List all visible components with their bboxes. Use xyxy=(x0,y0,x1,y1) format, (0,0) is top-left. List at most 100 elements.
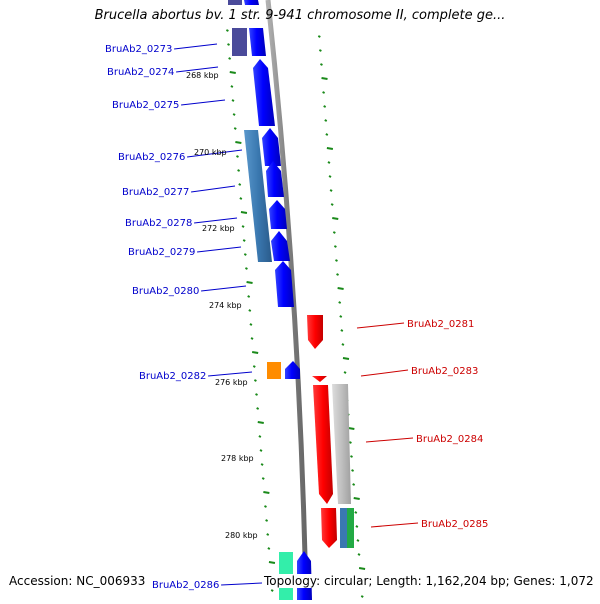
leader-line xyxy=(208,371,253,377)
tick-mark xyxy=(266,533,270,536)
tick-mark xyxy=(267,547,271,550)
tick-mark xyxy=(239,197,243,200)
leader-lines xyxy=(174,43,419,586)
gene-label-bruab2_0280[interactable]: BruAb2_0280 xyxy=(132,286,199,297)
gene-label-bruab2_0282[interactable]: BruAb2_0282 xyxy=(139,371,206,382)
feature-0285-steel xyxy=(340,508,347,548)
leader-line xyxy=(176,66,219,73)
tick-mark xyxy=(265,519,269,522)
gene-label-bruab2_0284[interactable]: BruAb2_0284 xyxy=(416,434,483,445)
tick-mark xyxy=(268,561,276,564)
tick-mark xyxy=(252,365,256,368)
feature-0284-grey xyxy=(332,384,351,504)
gene-0277a-arrow xyxy=(266,161,284,197)
tick-mark xyxy=(253,379,257,382)
tick-mark xyxy=(237,169,241,172)
gene-label-bruab2_0277[interactable]: BruAb2_0277 xyxy=(122,187,189,198)
tick-mark xyxy=(255,393,258,396)
tick-mark xyxy=(249,323,253,326)
leader-line xyxy=(187,149,243,158)
gene-label-bruab2_0283[interactable]: BruAb2_0283 xyxy=(411,366,478,377)
gene-label-bruab2_0273[interactable]: BruAb2_0273 xyxy=(105,44,172,55)
tick-mark xyxy=(351,469,355,472)
tick-mark xyxy=(333,245,337,248)
tick-mark xyxy=(238,183,242,186)
tick-mark xyxy=(341,343,345,346)
tick-mark xyxy=(227,43,230,46)
gene-label-bruab2_0278[interactable]: BruAb2_0278 xyxy=(125,218,192,229)
leader-line xyxy=(191,185,236,193)
tick-mark xyxy=(332,217,339,220)
tick-mark xyxy=(325,133,329,136)
tick-mark xyxy=(225,29,229,32)
topology-summary: Topology: circular; Length: 1,162,204 bp… xyxy=(262,574,596,588)
feature-0273-top xyxy=(228,0,242,5)
leader-line xyxy=(197,246,242,253)
gene-0284-arrow xyxy=(313,385,333,504)
gene-label-bruab2_0279[interactable]: BruAb2_0279 xyxy=(128,247,195,258)
feature-0285-green xyxy=(347,508,354,548)
gene-0285-arrow xyxy=(321,508,337,548)
gene-0273-top xyxy=(244,0,259,5)
tick-mark xyxy=(261,477,265,480)
accession-text: Accession: NC_006933 xyxy=(9,574,146,588)
leader-line xyxy=(181,99,226,106)
kbp-label: 274 kbp xyxy=(209,301,242,310)
tick-mark xyxy=(264,505,267,508)
gene-0280-arrow xyxy=(275,261,294,307)
tick-mark xyxy=(321,77,328,80)
tick-mark xyxy=(355,525,359,528)
tick-mark xyxy=(240,211,248,214)
tick-mark xyxy=(242,239,246,242)
gene-labels: BruAb2_0273 BruAb2_0274 BruAb2_0275 BruAb2_… xyxy=(105,44,488,591)
tick-mark xyxy=(246,281,253,284)
tick-mark xyxy=(260,463,264,466)
tick-mark xyxy=(338,301,342,304)
tick-mark xyxy=(229,71,236,74)
tick-mark xyxy=(270,589,274,592)
gene-label-bruab2_0274[interactable]: BruAb2_0274 xyxy=(107,67,174,78)
gene-0275-arrow xyxy=(253,59,275,126)
tick-mark xyxy=(350,455,353,458)
gene-label-bruab2_0275[interactable]: BruAb2_0275 xyxy=(112,100,179,111)
gene-label-bruab2_0285[interactable]: BruAb2_0285 xyxy=(421,519,488,530)
forward-genes xyxy=(244,0,312,600)
tick-mark xyxy=(235,141,242,144)
tick-mark xyxy=(243,253,247,256)
kbp-label: 272 kbp xyxy=(202,224,235,233)
tick-mark xyxy=(319,63,323,66)
tick-mark xyxy=(348,441,352,444)
kbp-label: 270 kbp xyxy=(194,148,227,157)
gene-0282-arrow xyxy=(285,361,300,379)
leader-line xyxy=(360,369,409,377)
kbp-label: 268 kbp xyxy=(186,71,219,80)
tick-mark xyxy=(231,99,235,102)
tick-mark xyxy=(324,119,328,122)
gene-label-bruab2_0276[interactable]: BruAb2_0276 xyxy=(118,152,185,163)
tick-mark xyxy=(357,553,361,556)
gene-label-bruab2_0286[interactable]: BruAb2_0286 xyxy=(152,580,219,591)
tick-mark xyxy=(330,203,334,206)
leader-line xyxy=(356,322,405,329)
gene-label-bruab2_0281[interactable]: BruAb2_0281 xyxy=(407,319,474,330)
gene-0283-arrow xyxy=(312,376,327,382)
tick-mark xyxy=(326,147,334,150)
tick-mark xyxy=(233,127,237,130)
tick-mark xyxy=(343,371,347,374)
tick-mark xyxy=(256,407,260,410)
gene-0276-arrow xyxy=(262,128,281,166)
gene-0281-arrow xyxy=(307,315,323,349)
backbone-arc xyxy=(265,0,309,601)
tick-mark xyxy=(340,329,344,332)
tick-mark xyxy=(339,315,343,318)
feature-0276-steel xyxy=(244,130,272,262)
tick-mark xyxy=(353,497,360,500)
kbp-label: 280 kbp xyxy=(225,531,258,540)
tick-mark xyxy=(244,267,248,270)
gene-0273-arrow xyxy=(249,28,266,56)
tick-mark xyxy=(323,105,327,108)
tick-mark xyxy=(228,57,232,60)
kbp-labels: 268 kbp 270 kbp 272 kbp 274 kbp 276 kbp 278 k… xyxy=(186,71,258,540)
tick-mark xyxy=(348,427,355,430)
